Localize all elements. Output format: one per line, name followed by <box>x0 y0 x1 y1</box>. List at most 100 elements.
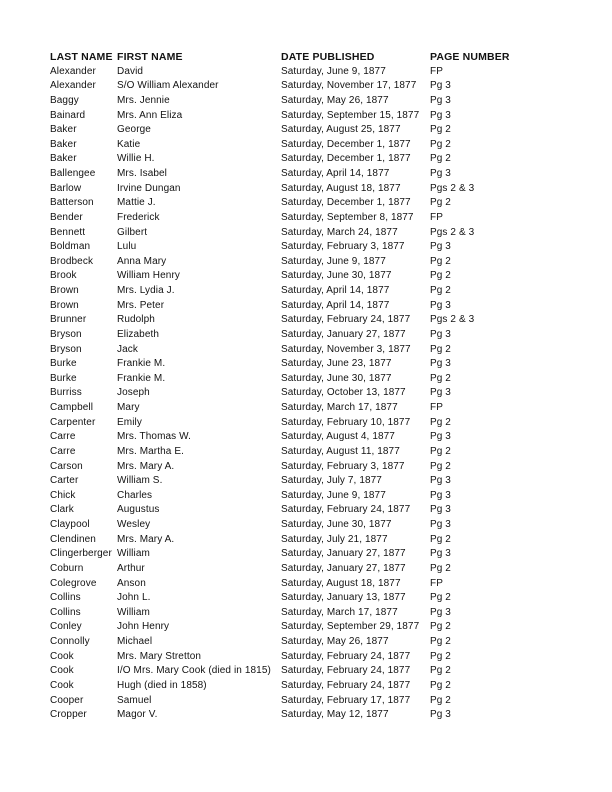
date-published-cell: Saturday, June 30, 1877 <box>281 270 392 282</box>
table-row: Brunner Rudolph Saturday, February 24, 187… <box>50 313 562 328</box>
date-published-cell: Saturday, April 14, 1877 <box>281 168 390 179</box>
page-number-cell: Pg 2 <box>430 592 451 604</box>
last-name-cell: Carre <box>50 431 76 443</box>
page-number-cell: Pg 3 <box>430 519 451 530</box>
table-row: Campbell Mary Saturday, March 17, 1877 FP <box>50 401 562 416</box>
last-name-cell: Barlow <box>50 182 82 194</box>
last-name-cell: Collins <box>50 592 81 604</box>
first-name-cell: Frankie M. <box>117 358 166 370</box>
first-name-cell: Mrs. Mary A. <box>117 460 175 472</box>
first-name-cell: Frankie M. <box>117 372 166 384</box>
table-row: Cropper Magor V. Saturday, May 12, 1877 Pg … <box>50 708 562 723</box>
header-date-published: DATE PUBLISHED <box>281 51 375 63</box>
table-row: Carpenter Emily Saturday, February 10, 187… <box>50 416 562 431</box>
first-name-cell: Mrs. Thomas W. <box>117 431 192 443</box>
page-number-cell: Pg 3 <box>430 94 451 106</box>
page-number-cell: Pg 2 <box>430 343 451 355</box>
first-name-cell: Emily <box>117 416 142 428</box>
last-name-cell: Boldman <box>50 241 91 253</box>
first-name-cell: Elizabeth <box>117 328 160 340</box>
table-row: Clingerberger William Saturday, January 27… <box>50 547 562 562</box>
last-name-cell: Bainard <box>50 109 86 121</box>
page-number-cell: Pg 3 <box>430 328 451 340</box>
page-number-cell: Pg 2 <box>430 197 451 209</box>
page-number-cell: Pg 3 <box>430 299 451 311</box>
first-name-cell: Mary <box>117 402 140 413</box>
date-published-cell: Saturday, February 24, 1877 <box>281 650 411 662</box>
table-row: Cook Hugh (died in 1858) Saturday, Februar… <box>50 679 562 694</box>
date-published-cell: Saturday, February 24, 1877 <box>281 665 411 677</box>
date-published-cell: Saturday, February 24, 1877 <box>281 314 411 326</box>
header-first-name: FIRST NAME <box>117 51 183 63</box>
page-number-cell: Pg 2 <box>430 679 451 691</box>
last-name-cell: Bryson <box>50 343 82 355</box>
date-published-cell: Saturday, December 1, 1877 <box>281 138 411 150</box>
records-table: LAST NAME FIRST NAME DATE PUBLISHED PAGE… <box>50 50 562 723</box>
date-published-cell: Saturday, July 21, 1877 <box>281 533 388 545</box>
page-number-cell: Pgs 2 & 3 <box>430 182 475 194</box>
date-published-cell: Saturday, September 8, 1877 <box>281 211 414 223</box>
first-name-cell: Mrs. Martha E. <box>117 445 184 457</box>
last-name-cell: Chick <box>50 489 76 501</box>
table-row: Bryson Jack Saturday, November 3, 1877 Pg 2 <box>50 343 562 358</box>
table-row: Claypool Wesley Saturday, June 30, 1877 Pg … <box>50 518 562 533</box>
first-name-cell: Willie H. <box>117 153 155 165</box>
table-row: Cooper Samuel Saturday, February 17, 1877 P… <box>50 694 562 709</box>
table-row: Colegrove Anson Saturday, August 18, 1877 F… <box>50 577 562 592</box>
first-name-cell: John Henry <box>117 621 170 633</box>
page-number-cell: Pg 3 <box>430 504 451 516</box>
table-row: Bryson Elizabeth Saturday, January 27, 187… <box>50 328 562 343</box>
table-row: Baker Willie H. Saturday, December 1, 1877… <box>50 152 562 167</box>
table-row: Chick Charles Saturday, June 9, 1877 Pg 3 <box>50 489 562 504</box>
first-name-cell: Mrs. Ann Eliza <box>117 109 183 121</box>
page-number-cell: Pg 3 <box>430 109 451 121</box>
table-row: Baker Katie Saturday, December 1, 1877 Pg 2 <box>50 138 562 153</box>
last-name-cell: Connolly <box>50 636 90 647</box>
page-number-cell: Pg 2 <box>430 665 451 677</box>
date-published-cell: Saturday, August 18, 1877 <box>281 182 401 194</box>
page-number-cell: Pg 2 <box>430 124 451 136</box>
first-name-cell: Mrs. Jennie <box>117 94 170 106</box>
table-row: Cook Mrs. Mary Stretton Saturday, February… <box>50 650 562 665</box>
date-published-cell: Saturday, September 29, 1877 <box>281 621 420 633</box>
table-row: Burke Frankie M. Saturday, June 30, 1877 Pg… <box>50 372 562 387</box>
last-name-cell: Alexander <box>50 65 96 77</box>
table-row: Connolly Michael Saturday, May 26, 1877 Pg … <box>50 635 562 650</box>
first-name-cell: Augustus <box>117 504 160 516</box>
last-name-cell: Bryson <box>50 328 82 340</box>
first-name-cell: S/O William Alexander <box>117 80 219 92</box>
page-number-cell: Pg 3 <box>430 548 451 560</box>
date-published-cell: Saturday, September 15, 1877 <box>281 109 420 121</box>
date-published-cell: Saturday, February 17, 1877 <box>281 694 411 706</box>
date-published-cell: Saturday, October 13, 1877 <box>281 387 406 399</box>
first-name-cell: William Henry <box>117 270 180 282</box>
table-row: Alexander S/O William Alexander Saturday, … <box>50 79 562 94</box>
first-name-cell: Mrs. Mary Stretton <box>117 650 202 662</box>
last-name-cell: Bennett <box>50 226 86 238</box>
page-number-cell: Pg 3 <box>430 709 451 721</box>
page-number-cell: Pg 2 <box>430 533 451 545</box>
page-number-cell: Pg 3 <box>430 358 451 370</box>
page-number-cell: Pg 2 <box>430 562 451 574</box>
table-row: Clark Augustus Saturday, February 24, 1877… <box>50 503 562 518</box>
first-name-cell: Mrs. Isabel <box>117 168 168 179</box>
first-name-cell: Joseph <box>117 387 150 399</box>
page-number-cell: Pg 3 <box>430 606 451 618</box>
first-name-cell: Mrs. Mary A. <box>117 533 175 545</box>
page-number-cell: Pg 2 <box>430 138 451 150</box>
last-name-cell: Carter <box>50 475 79 487</box>
table-row: Bender Frederick Saturday, September 8, 18… <box>50 211 562 226</box>
date-published-cell: Saturday, July 7, 1877 <box>281 475 382 487</box>
header-last-name: LAST NAME <box>50 51 113 63</box>
page-number-cell: Pg 2 <box>430 416 451 428</box>
date-published-cell: Saturday, December 1, 1877 <box>281 197 411 209</box>
table-row: Brook William Henry Saturday, June 30, 187… <box>50 269 562 284</box>
page-number-cell: FP <box>430 65 443 77</box>
page-number-cell: Pg 2 <box>430 694 451 706</box>
table-row: Ballengee Mrs. Isabel Saturday, April 14, … <box>50 167 562 182</box>
header-page-number: PAGE NUMBER <box>430 51 510 63</box>
first-name-cell: Samuel <box>117 694 152 706</box>
table-row: Carson Mrs. Mary A. Saturday, February 3, … <box>50 460 562 475</box>
last-name-cell: Burke <box>50 372 77 384</box>
